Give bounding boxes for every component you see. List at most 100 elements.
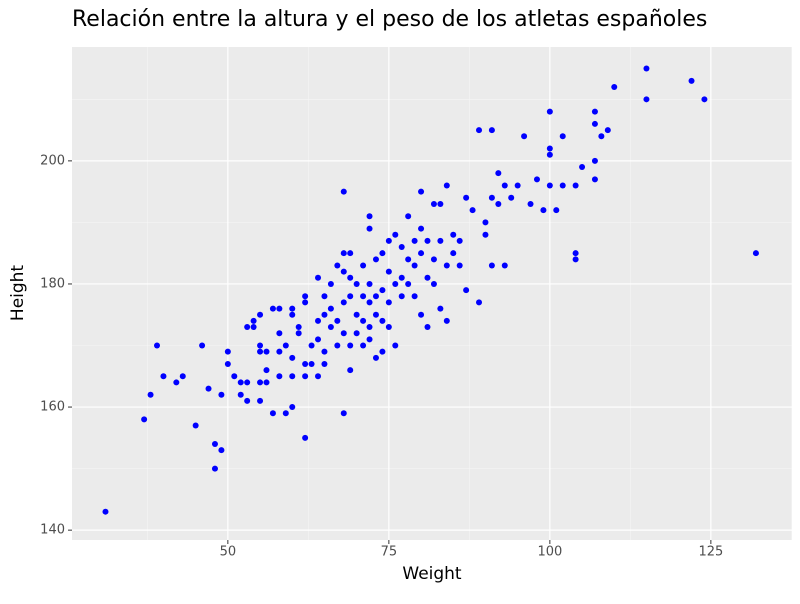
point bbox=[237, 391, 244, 398]
point bbox=[282, 342, 289, 349]
point bbox=[392, 280, 399, 287]
point bbox=[321, 293, 328, 300]
point bbox=[372, 256, 379, 263]
point bbox=[385, 268, 392, 275]
point bbox=[688, 77, 695, 84]
point bbox=[231, 373, 238, 380]
point bbox=[366, 299, 373, 306]
point bbox=[211, 465, 218, 472]
point bbox=[102, 508, 109, 515]
point bbox=[424, 324, 431, 331]
y-tick-label: 200 bbox=[40, 153, 65, 168]
point bbox=[263, 379, 270, 386]
point bbox=[353, 311, 360, 318]
point bbox=[276, 305, 283, 312]
point bbox=[269, 305, 276, 312]
x-tick-label: 100 bbox=[537, 545, 562, 560]
point bbox=[463, 194, 470, 201]
point bbox=[501, 262, 508, 269]
point bbox=[418, 225, 425, 232]
point bbox=[334, 342, 341, 349]
point bbox=[527, 200, 534, 207]
point bbox=[276, 330, 283, 337]
point bbox=[366, 213, 373, 220]
point bbox=[418, 188, 425, 195]
point bbox=[418, 311, 425, 318]
point bbox=[643, 65, 650, 72]
point bbox=[443, 317, 450, 324]
point bbox=[192, 422, 199, 429]
point bbox=[598, 133, 605, 140]
point bbox=[405, 213, 412, 220]
point bbox=[392, 231, 399, 238]
point bbox=[289, 373, 296, 380]
point bbox=[476, 299, 483, 306]
point bbox=[572, 250, 579, 257]
point bbox=[347, 293, 354, 300]
x-axis-title: Weight bbox=[402, 564, 462, 584]
point bbox=[321, 348, 328, 355]
point bbox=[579, 164, 586, 171]
point bbox=[347, 274, 354, 281]
point bbox=[495, 200, 502, 207]
point bbox=[340, 330, 347, 337]
point bbox=[559, 133, 566, 140]
point bbox=[430, 200, 437, 207]
point bbox=[495, 170, 502, 177]
point bbox=[437, 305, 444, 312]
point bbox=[398, 274, 405, 281]
point bbox=[546, 151, 553, 158]
point bbox=[372, 311, 379, 318]
point bbox=[315, 317, 322, 324]
point bbox=[282, 410, 289, 417]
point bbox=[546, 108, 553, 115]
point bbox=[257, 311, 264, 318]
point bbox=[295, 324, 302, 331]
x-tick-label: 50 bbox=[220, 545, 237, 560]
point bbox=[257, 379, 264, 386]
point bbox=[147, 391, 154, 398]
point bbox=[424, 237, 431, 244]
point bbox=[205, 385, 212, 392]
point bbox=[257, 342, 264, 349]
point bbox=[334, 317, 341, 324]
point bbox=[302, 373, 309, 380]
point bbox=[476, 127, 483, 134]
y-tick-label: 180 bbox=[40, 276, 65, 291]
point bbox=[218, 447, 225, 454]
point bbox=[385, 324, 392, 331]
point bbox=[372, 354, 379, 361]
point bbox=[379, 287, 386, 294]
point bbox=[405, 280, 412, 287]
point bbox=[437, 237, 444, 244]
point bbox=[179, 373, 186, 380]
point bbox=[463, 287, 470, 294]
point bbox=[340, 410, 347, 417]
point bbox=[257, 348, 264, 355]
point bbox=[411, 262, 418, 269]
point bbox=[411, 237, 418, 244]
point bbox=[289, 404, 296, 411]
point bbox=[340, 188, 347, 195]
point bbox=[572, 182, 579, 189]
point bbox=[327, 305, 334, 312]
point bbox=[334, 262, 341, 269]
point bbox=[218, 391, 225, 398]
point bbox=[250, 324, 257, 331]
point bbox=[752, 250, 759, 257]
point bbox=[379, 348, 386, 355]
point bbox=[398, 293, 405, 300]
point bbox=[591, 157, 598, 164]
point bbox=[315, 373, 322, 380]
x-tick-label: 75 bbox=[381, 545, 398, 560]
point bbox=[321, 360, 328, 367]
point bbox=[302, 360, 309, 367]
point bbox=[366, 225, 373, 232]
point bbox=[514, 182, 521, 189]
point bbox=[244, 324, 251, 331]
y-tick-label: 140 bbox=[40, 523, 65, 538]
point bbox=[302, 299, 309, 306]
point bbox=[315, 336, 322, 343]
point bbox=[443, 262, 450, 269]
point bbox=[308, 360, 315, 367]
